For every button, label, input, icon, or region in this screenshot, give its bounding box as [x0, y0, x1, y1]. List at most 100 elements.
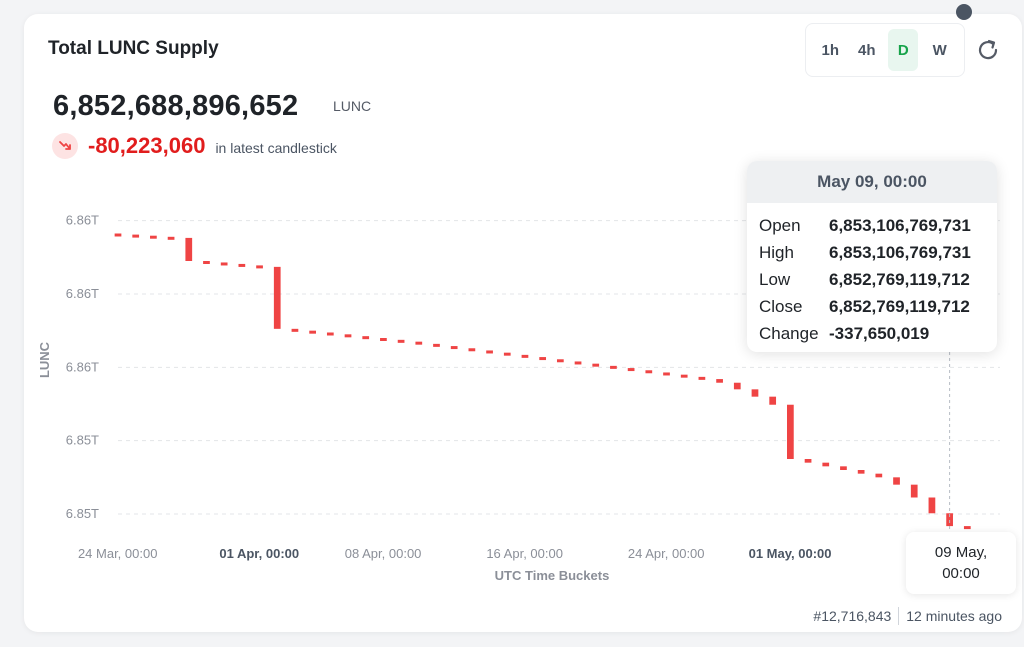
candle[interactable]	[503, 352, 511, 356]
candle[interactable]	[256, 265, 263, 269]
candle[interactable]	[663, 372, 670, 376]
candle-tooltip: May 09, 00:00 Open 6,853,106,769,731 High…	[747, 161, 997, 352]
tooltip-value: 6,852,769,119,712	[829, 269, 970, 289]
candle[interactable]	[415, 341, 423, 345]
x-tick-label: 01 May, 00:00	[749, 546, 832, 561]
timeframe-4h-button[interactable]: 4h	[857, 41, 876, 59]
candle[interactable]	[574, 361, 582, 365]
change-row: -80,223,060 in latest candlestick	[52, 132, 337, 160]
candle[interactable]	[680, 374, 688, 378]
timeframe-d-button[interactable]: D	[888, 29, 919, 71]
crosshair-x-label: 09 May, 00:00	[906, 532, 1016, 594]
candle[interactable]	[804, 459, 812, 463]
candle[interactable]	[362, 336, 370, 340]
candle[interactable]	[539, 357, 547, 361]
candle[interactable]	[344, 334, 352, 338]
tooltip-label: Open	[759, 215, 801, 235]
tooltip-row-change: Change -337,650,019	[747, 320, 997, 347]
y-tick-label: 6.86T	[66, 213, 99, 228]
supply-unit: LUNC	[333, 98, 372, 114]
candle[interactable]	[150, 235, 157, 239]
x-tick-label: 16 Apr, 00:00	[486, 546, 563, 561]
y-tick-label: 6.86T	[66, 359, 99, 374]
block-number[interactable]: #12,716,843	[813, 608, 892, 624]
candle[interactable]	[326, 332, 334, 336]
candle[interactable]	[610, 365, 617, 369]
avatar[interactable]	[956, 4, 972, 20]
candle[interactable]	[203, 261, 210, 264]
candle[interactable]	[220, 262, 228, 266]
candle[interactable]	[946, 513, 953, 527]
candle[interactable]	[238, 263, 246, 267]
candle[interactable]	[787, 404, 794, 459]
candle[interactable]	[397, 339, 405, 343]
candle[interactable]	[840, 466, 847, 470]
tooltip-label: Close	[759, 296, 803, 316]
y-tick-label: 6.85T	[66, 433, 99, 448]
tooltip-row-low: Low 6,852,769,119,712	[747, 266, 997, 293]
candle[interactable]	[291, 328, 299, 332]
footer: #12,716,843 12 minutes ago	[813, 607, 1002, 625]
footer-divider	[898, 607, 900, 625]
tooltip-label: Change	[759, 323, 819, 343]
candle[interactable]	[645, 370, 653, 374]
change-note: in latest candlestick	[215, 139, 337, 156]
candle[interactable]	[627, 368, 635, 372]
candle[interactable]	[769, 396, 777, 405]
y-tick-label: 6.86T	[66, 286, 99, 301]
candle[interactable]	[450, 346, 458, 350]
candle[interactable]	[875, 473, 883, 478]
y-tick-label: 6.85T	[66, 506, 99, 521]
tooltip-row-high: High 6,853,106,769,731	[747, 239, 997, 266]
candle[interactable]	[592, 363, 600, 367]
candle[interactable]	[468, 348, 476, 352]
tooltip-label: High	[759, 242, 794, 262]
candle[interactable]	[733, 382, 741, 390]
tooltip-value: 6,852,769,119,712	[829, 296, 970, 316]
candle[interactable]	[893, 477, 900, 485]
updated-time: 12 minutes ago	[906, 608, 1002, 624]
candle[interactable]	[380, 338, 387, 341]
tooltip-row-close: Close 6,852,769,119,712	[747, 293, 997, 320]
timeframe-1h-button[interactable]: 1h	[821, 41, 839, 59]
candle[interactable]	[556, 359, 564, 363]
change-value: -80,223,060	[88, 133, 206, 158]
candle[interactable]	[433, 343, 440, 347]
tooltip-value: -337,650,019	[829, 323, 930, 343]
crosshair-date: 09 May,	[934, 544, 988, 561]
candle[interactable]	[716, 379, 723, 383]
candle[interactable]	[185, 237, 193, 261]
tooltip-label: Low	[759, 269, 791, 289]
x-tick-label: 01 Apr, 00:00	[219, 546, 299, 561]
tooltip-date: May 09, 00:00	[747, 161, 997, 203]
candle[interactable]	[273, 266, 281, 329]
candle[interactable]	[132, 234, 140, 238]
y-axis-title: LUNC	[37, 341, 52, 378]
timeframe-toggle: 1h 4h D W	[805, 23, 965, 77]
tooltip-row-open: Open 6,853,106,769,731	[747, 212, 997, 239]
candle[interactable]	[928, 497, 936, 514]
timeframe-w-button[interactable]: W	[932, 41, 947, 59]
x-tick-label: 24 Mar, 00:00	[78, 546, 158, 561]
candle[interactable]	[751, 389, 759, 397]
candle[interactable]	[857, 470, 865, 474]
candle[interactable]	[910, 484, 918, 498]
candle[interactable]	[698, 376, 706, 380]
candle[interactable]	[486, 350, 493, 354]
x-axis-title: UTC Time Buckets	[495, 568, 610, 583]
supply-value: 6,852,688,896,652	[53, 90, 299, 122]
candle[interactable]	[822, 462, 830, 467]
trend-down-icon	[52, 133, 78, 159]
card-title: Total LUNC Supply	[48, 38, 219, 59]
candle[interactable]	[963, 526, 971, 530]
candle[interactable]	[309, 330, 316, 334]
tooltip-value: 6,853,106,769,731	[829, 215, 971, 235]
candle[interactable]	[167, 236, 175, 240]
x-tick-label: 24 Apr, 00:00	[628, 546, 705, 561]
tooltip-value: 6,853,106,769,731	[829, 242, 971, 262]
candle[interactable]	[521, 354, 529, 358]
candle[interactable]	[114, 233, 122, 237]
x-tick-label: 08 Apr, 00:00	[345, 546, 422, 561]
refresh-icon[interactable]	[974, 36, 1002, 64]
